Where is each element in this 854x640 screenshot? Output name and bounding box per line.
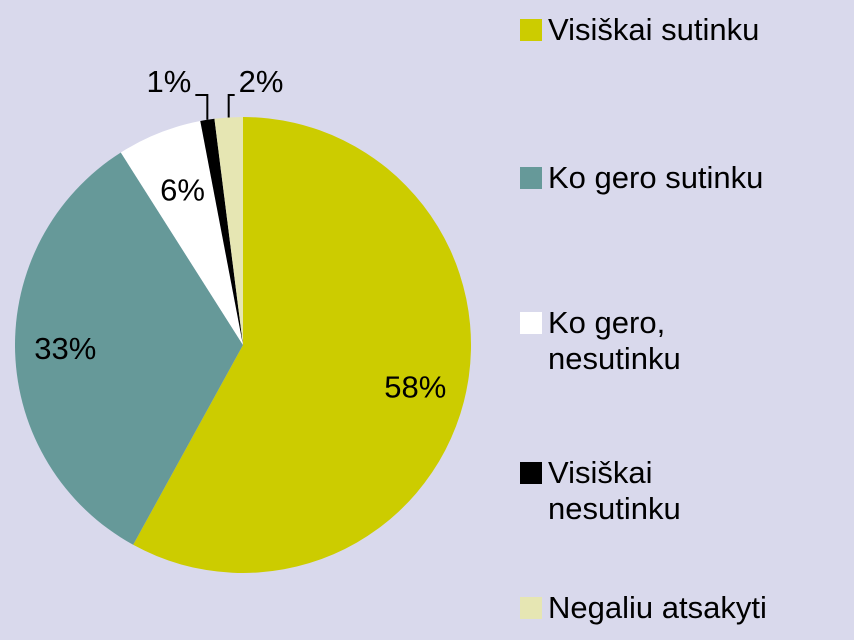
legend-swatch bbox=[520, 312, 542, 334]
pie-slice bbox=[133, 117, 471, 573]
legend-label: Visiškai sutinku bbox=[548, 12, 760, 47]
pie-slice bbox=[214, 117, 243, 345]
legend-item: Visiškai sutinku bbox=[520, 12, 788, 48]
legend-swatch bbox=[520, 167, 542, 189]
legend-label: Ko gero, nesutinku bbox=[548, 305, 681, 376]
data-label: 33% bbox=[34, 331, 96, 366]
legend-label: Visiškai nesutinku bbox=[548, 455, 681, 526]
legend-item: Ko gero, nesutinku bbox=[520, 305, 788, 377]
data-label: 1% bbox=[147, 64, 192, 99]
legend-item: Negaliu atsakyti bbox=[520, 590, 788, 626]
legend-swatch bbox=[520, 597, 542, 619]
data-label: 58% bbox=[384, 369, 446, 404]
legend-label: Negaliu atsakyti bbox=[548, 590, 767, 625]
legend-swatch bbox=[520, 462, 542, 484]
pie-slice bbox=[120, 121, 243, 345]
pie-slice bbox=[200, 118, 243, 345]
legend-label: Ko gero sutinku bbox=[548, 160, 764, 195]
legend-item: Ko gero sutinku bbox=[520, 160, 788, 196]
legend-swatch bbox=[520, 19, 542, 41]
legend-item: Visiškai nesutinku bbox=[520, 455, 788, 527]
pie-slice bbox=[14, 152, 244, 545]
pie-area: 58% 33% 6% 1% 2% bbox=[14, 64, 471, 573]
data-label: 2% bbox=[239, 64, 284, 99]
leader-line bbox=[195, 94, 209, 120]
leader-line bbox=[227, 94, 235, 118]
data-label: 6% bbox=[160, 173, 205, 208]
